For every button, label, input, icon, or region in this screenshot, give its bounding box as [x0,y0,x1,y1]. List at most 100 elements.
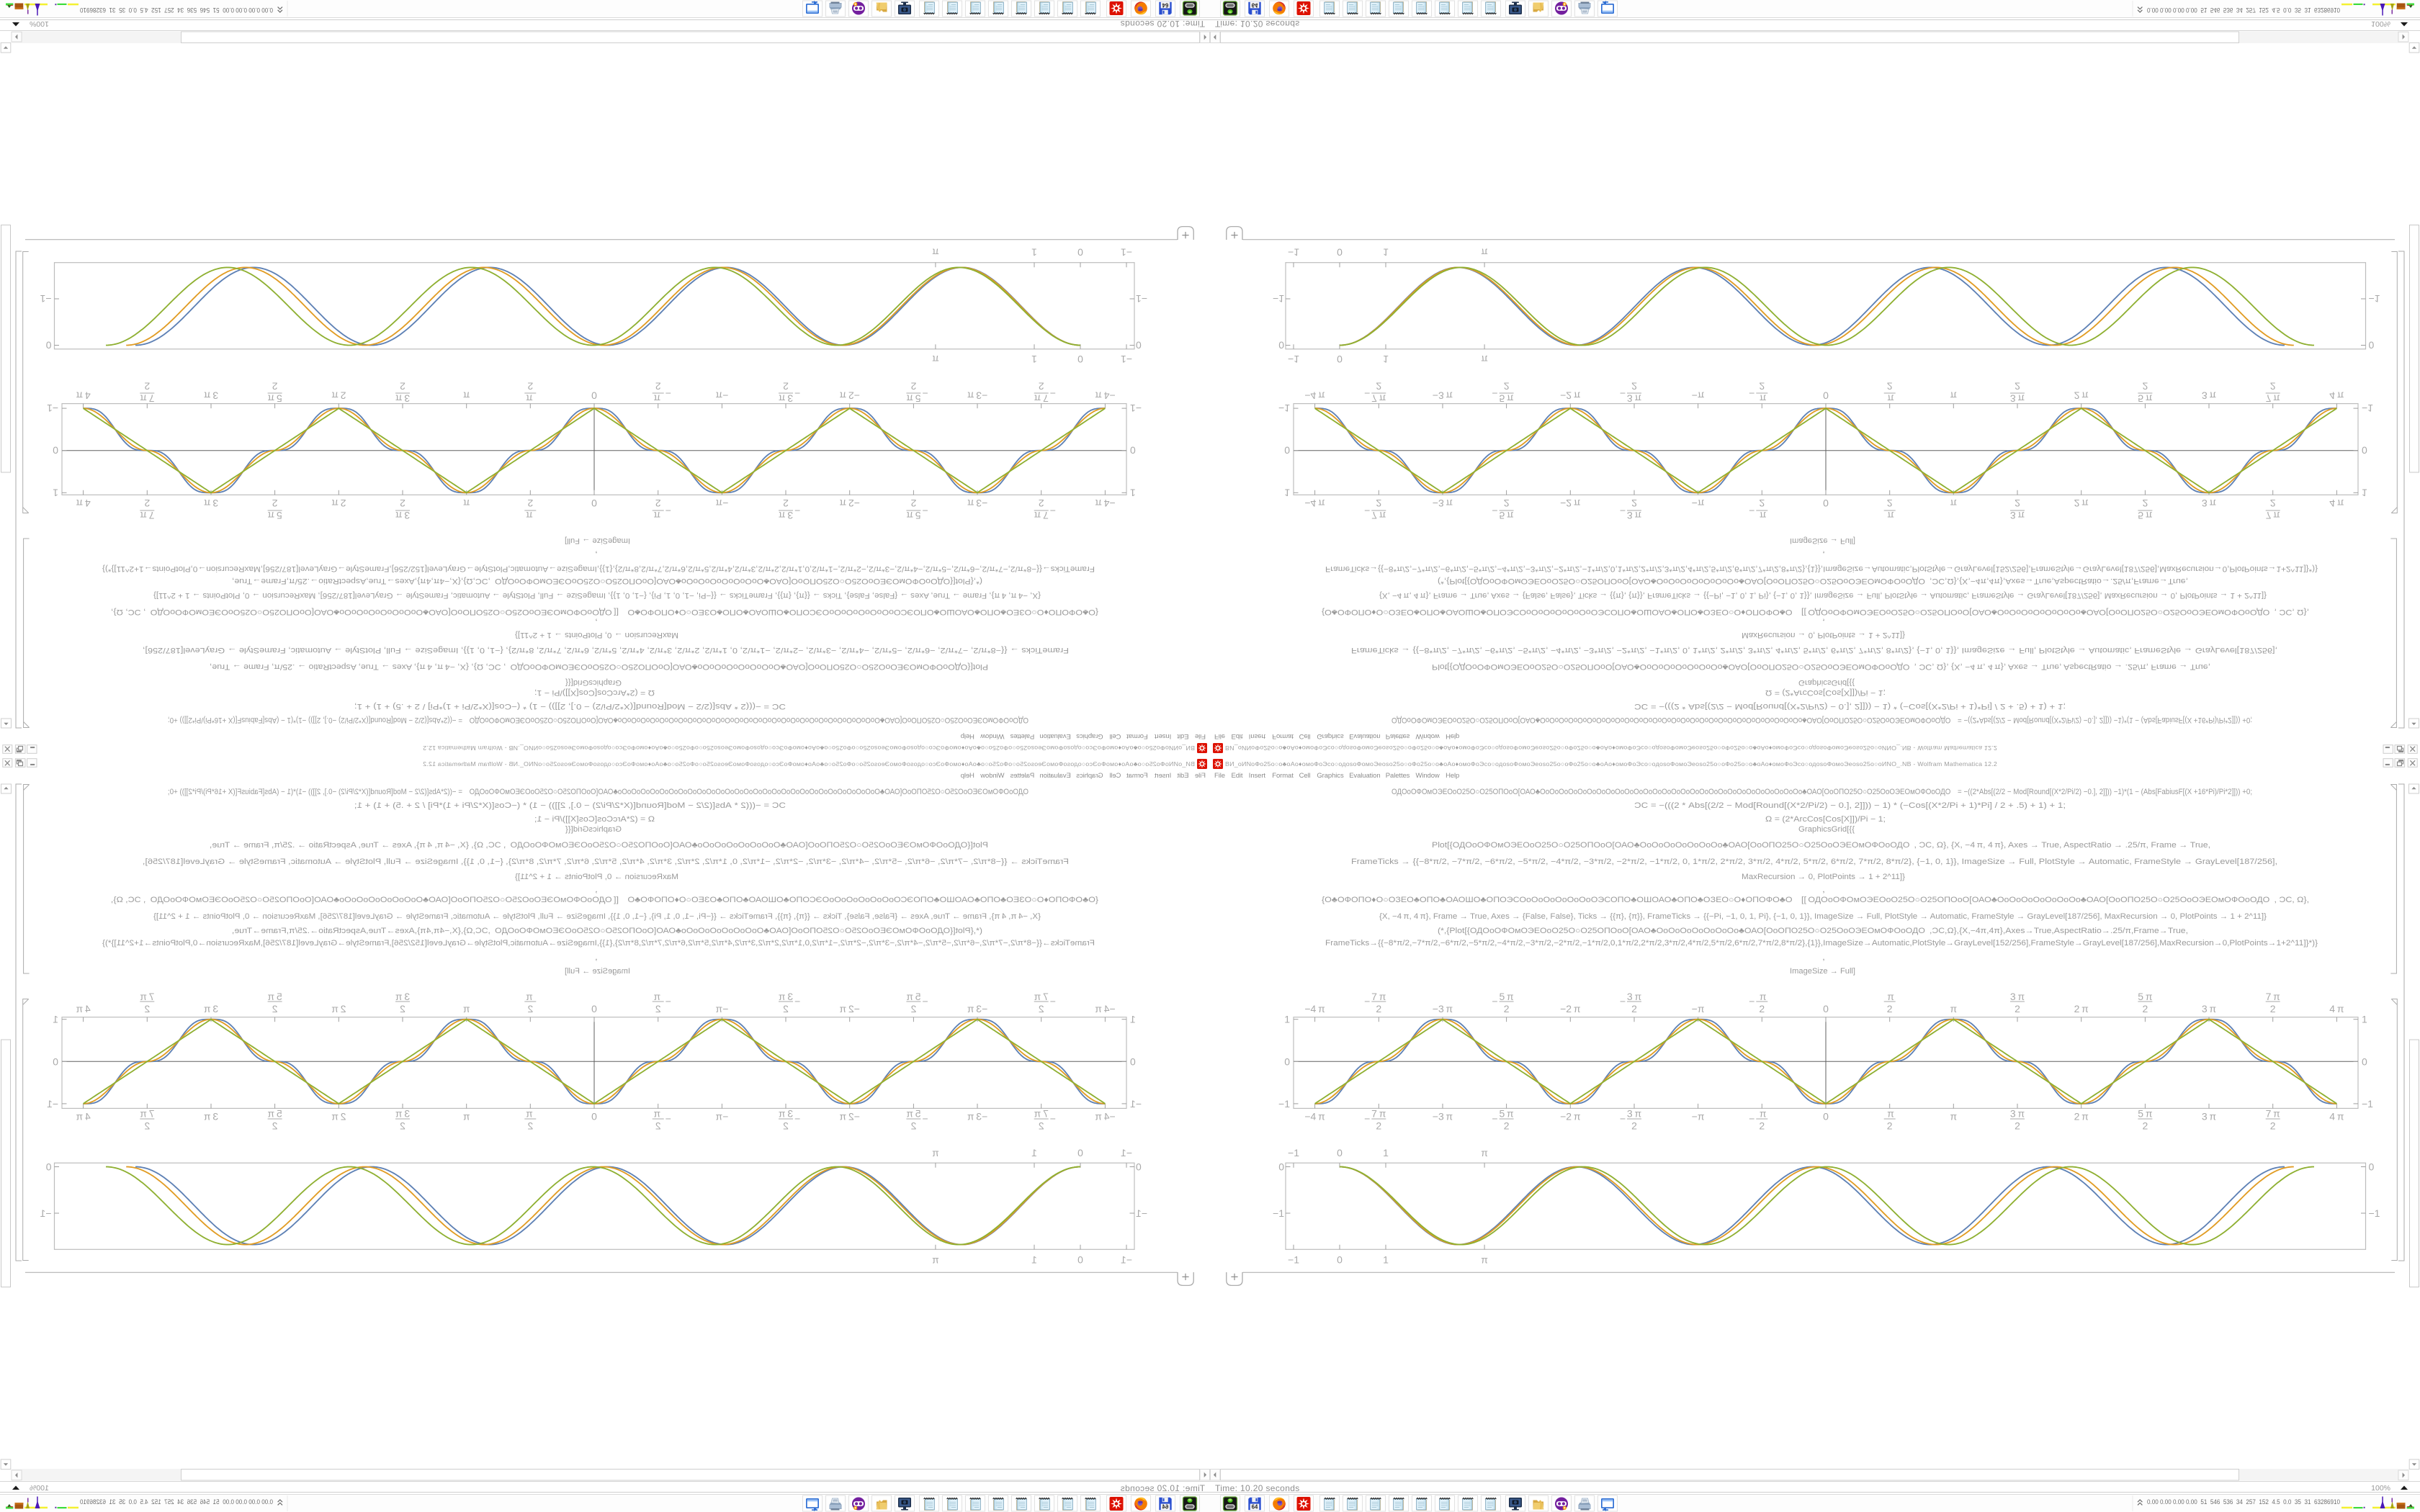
svg-text:1: 1 [1031,1254,1037,1266]
svg-text:1: 1 [1284,487,1290,498]
svg-text:2: 2 [1631,381,1637,392]
svg-text:2: 2 [527,1120,533,1132]
svg-text:2: 2 [2270,498,2276,509]
svg-text:0: 0 [1823,1111,1829,1122]
svg-text:2 π: 2 π [2074,1111,2089,1122]
svg-text:4 π: 4 π [2329,390,2344,402]
svg-text:2: 2 [2143,498,2148,509]
svg-text:3 π: 3 π [1627,393,1642,405]
svg-text:3 π: 3 π [779,991,794,1002]
svg-text:2: 2 [655,1120,661,1132]
svg-text:2 π: 2 π [331,498,346,509]
svg-text:7 π: 7 π [140,991,155,1002]
svg-text:−: − [1749,388,1754,400]
svg-text:−4 π: −4 π [1304,498,1325,509]
svg-text:−4 π: −4 π [1304,1111,1325,1122]
svg-text:−1: −1 [1130,1098,1142,1110]
svg-text:3 π: 3 π [204,390,219,402]
svg-text:π: π [1885,510,1894,521]
svg-text:2: 2 [655,498,661,509]
svg-text:π: π [526,1108,535,1120]
svg-text:−: − [1050,388,1056,400]
svg-text:7 π: 7 π [1034,510,1049,521]
svg-text:7 π: 7 π [2266,991,2281,1002]
svg-text:0: 0 [2369,340,2375,351]
svg-text:0: 0 [1130,1056,1136,1067]
svg-text:7 π: 7 π [2266,510,2281,521]
svg-text:−2 π: −2 π [839,390,860,402]
svg-text:2: 2 [144,498,150,509]
svg-text:2: 2 [2270,381,2276,392]
svg-text:2: 2 [144,1120,150,1132]
svg-text:0: 0 [1337,247,1343,258]
svg-text:2: 2 [1376,381,1381,392]
svg-text:−3 π: −3 π [1433,1111,1453,1122]
svg-text:0: 0 [53,1056,58,1067]
svg-text:2: 2 [1376,498,1381,509]
svg-text:π: π [653,393,663,405]
svg-text:2 π: 2 π [2074,390,2089,402]
svg-text:5 π: 5 π [1499,393,1514,405]
svg-text:−3 π: −3 π [1433,1003,1453,1014]
svg-text:2: 2 [272,1003,277,1014]
svg-text:2: 2 [272,498,277,509]
svg-text:π: π [1757,991,1767,1002]
svg-text:5 π: 5 π [906,510,921,521]
svg-text:4 π: 4 π [2329,1003,2344,1014]
svg-text:2: 2 [1759,498,1765,509]
svg-text:−2 π: −2 π [1560,390,1581,402]
svg-text:0: 0 [1130,445,1136,456]
svg-text:3 π: 3 π [2202,498,2217,509]
svg-text:π: π [1885,1108,1894,1120]
svg-text:π: π [932,1147,939,1158]
svg-text:π: π [932,247,939,258]
svg-text:7 π: 7 π [1371,1108,1386,1120]
svg-text:−1: −1 [40,1207,51,1219]
svg-text:2: 2 [2015,1003,2020,1014]
svg-text:0: 0 [591,1003,597,1014]
svg-text:0: 0 [1337,1254,1343,1266]
svg-text:π: π [1885,393,1894,405]
svg-text:2: 2 [1759,381,1765,392]
svg-text:−: − [1364,1113,1370,1125]
svg-text:−4 π: −4 π [1304,1003,1325,1014]
svg-text:−: − [922,996,928,1007]
svg-text:2: 2 [2015,498,2020,509]
svg-text:2 π: 2 π [331,1003,346,1014]
svg-text:2: 2 [1504,381,1510,392]
svg-text:−4 π: −4 π [1095,498,1116,509]
svg-text:1: 1 [1383,1147,1389,1158]
svg-text:π: π [1950,1111,1957,1122]
svg-text:7 π: 7 π [1034,1108,1049,1120]
svg-text:π: π [1757,393,1767,405]
svg-text:0: 0 [2362,445,2367,456]
svg-text:2: 2 [1887,1120,1893,1132]
svg-text:π: π [1885,991,1894,1002]
svg-text:1: 1 [1031,247,1037,258]
svg-text:−2 π: −2 π [839,1003,860,1014]
svg-text:π: π [1950,390,1957,402]
svg-text:0: 0 [1077,354,1083,365]
svg-text:0: 0 [1136,1161,1142,1173]
svg-text:2: 2 [783,1120,789,1132]
svg-text:−3 π: −3 π [967,498,987,509]
svg-text:−: − [794,1113,800,1125]
svg-text:π: π [526,510,535,521]
svg-text:π: π [463,1003,470,1014]
svg-text:7 π: 7 π [2266,1108,2281,1120]
svg-text:3 π: 3 π [2010,991,2025,1002]
svg-text:−1: −1 [1136,293,1147,305]
svg-text:2 π: 2 π [2074,1003,2089,1014]
svg-text:−: − [1364,505,1370,517]
svg-text:7 π: 7 π [1371,510,1386,521]
svg-text:−π: −π [715,390,728,402]
svg-text:2: 2 [1504,1003,1510,1014]
svg-text:5 π: 5 π [906,1108,921,1120]
svg-text:−2 π: −2 π [1560,498,1581,509]
svg-text:3 π: 3 π [2010,393,2025,405]
svg-text:0: 0 [46,1161,52,1173]
svg-text:−1: −1 [47,402,58,414]
svg-text:π: π [1757,510,1767,521]
svg-text:2: 2 [2015,381,2020,392]
svg-text:0: 0 [53,445,58,456]
